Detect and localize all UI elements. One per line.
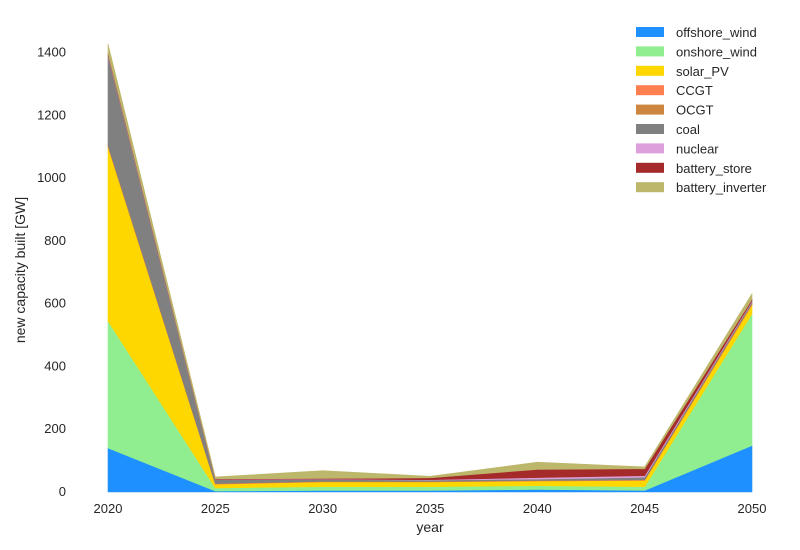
y-tick-label: 1400 — [37, 45, 66, 60]
area-nuclear — [107, 54, 753, 481]
area-coal — [107, 55, 753, 484]
legend-swatch-battery_store — [636, 162, 664, 173]
y-tick-label: 0 — [59, 484, 66, 499]
y-tick-label: 400 — [44, 358, 66, 373]
area-battery_store — [107, 53, 753, 481]
legend-label-solar_PV: solar_PV — [676, 64, 729, 79]
legend-swatch-onshore_wind — [636, 46, 664, 57]
y-axis-ticks: 0 200 400 600 800 1000 1200 1400 — [37, 45, 66, 499]
legend-label-CCGT: CCGT — [676, 83, 713, 98]
legend-label-coal: coal — [676, 122, 700, 137]
legend-swatch-nuclear — [636, 143, 664, 154]
x-axis-label: year — [416, 519, 444, 535]
x-tick-label: 2050 — [738, 501, 767, 516]
x-tick-label: 2035 — [416, 501, 445, 516]
x-tick-label: 2040 — [523, 501, 552, 516]
x-tick-label: 2020 — [94, 501, 123, 516]
area-series-group — [107, 43, 753, 493]
y-tick-label: 1000 — [37, 170, 66, 185]
legend-label-onshore_wind: onshore_wind — [676, 44, 757, 59]
legend: offshore_wind onshore_wind solar_PV CCGT OCG… — [636, 25, 767, 195]
legend-swatch-CCGT — [636, 85, 664, 96]
legend-label-OCGT: OCGT — [676, 103, 714, 118]
legend-swatch-OCGT — [636, 104, 664, 115]
x-tick-label: 2025 — [201, 501, 230, 516]
x-tick-label: 2030 — [308, 501, 337, 516]
x-axis-ticks: 2020 2025 2030 2035 2040 2045 2050 — [94, 501, 767, 516]
y-axis-label: new capacity built [GW] — [12, 197, 28, 343]
y-tick-label: 200 — [44, 421, 66, 436]
legend-swatch-battery_inverter — [636, 182, 664, 193]
y-tick-label: 600 — [44, 296, 66, 311]
legend-label-battery_store: battery_store — [676, 161, 752, 176]
legend-swatch-offshore_wind — [636, 27, 664, 37]
x-tick-label: 2045 — [630, 501, 659, 516]
legend-label-nuclear: nuclear — [676, 141, 719, 156]
legend-swatch-coal — [636, 124, 664, 134]
legend-swatch-solar_PV — [636, 65, 664, 76]
legend-label-battery_inverter: battery_inverter — [676, 180, 767, 195]
y-tick-label: 1200 — [37, 107, 66, 122]
legend-label-offshore_wind: offshore_wind — [676, 25, 757, 40]
area-battery_inverter — [107, 43, 753, 480]
y-tick-label: 800 — [44, 233, 66, 248]
